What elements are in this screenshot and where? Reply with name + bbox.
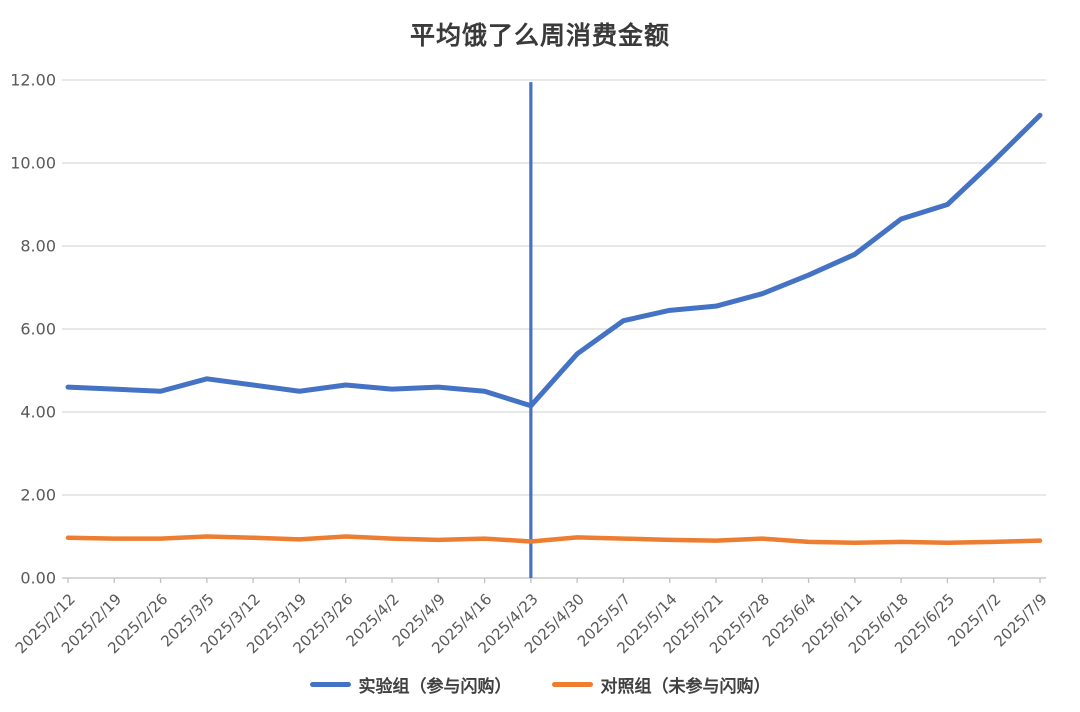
legend: 实验组（参与闪购） 对照组（未参与闪购） bbox=[0, 672, 1080, 697]
x-axis-labels: 2025/2/122025/2/192025/2/262025/3/52025/… bbox=[12, 590, 1051, 657]
legend-item-control: 对照组（未参与闪购） bbox=[551, 672, 771, 697]
y-tick-label: 0.00 bbox=[20, 569, 56, 588]
y-tick-label: 6.00 bbox=[20, 320, 56, 339]
y-tick-label: 10.00 bbox=[10, 154, 56, 173]
y-tick-label: 8.00 bbox=[20, 237, 56, 256]
y-tick-label: 12.00 bbox=[10, 71, 56, 90]
chart-title: 平均饿了么周消费金额 bbox=[409, 21, 670, 50]
series-line-experiment bbox=[65, 112, 1043, 409]
plot-area: 0.00 2.00 4.00 6.00 8.00 10.00 12.00 2025/2/122… bbox=[10, 71, 1051, 658]
legend-label-control: 对照组（未参与闪购） bbox=[600, 677, 771, 697]
legend-swatch-control-line bbox=[551, 682, 593, 687]
y-tick-label: 2.00 bbox=[20, 486, 56, 505]
series-lines bbox=[65, 112, 1043, 545]
legend-item-experiment: 实验组（参与闪购） bbox=[309, 672, 512, 697]
y-tick-label: 4.00 bbox=[20, 403, 56, 422]
legend-swatch-experiment-line bbox=[309, 682, 351, 687]
x-axis-ticks bbox=[67, 578, 1041, 583]
gridlines bbox=[62, 79, 1046, 496]
legend-label-experiment: 实验组（参与闪购） bbox=[358, 677, 512, 697]
series-line-control bbox=[65, 534, 1043, 545]
y-axis-labels: 0.00 2.00 4.00 6.00 8.00 10.00 12.00 bbox=[10, 71, 56, 588]
